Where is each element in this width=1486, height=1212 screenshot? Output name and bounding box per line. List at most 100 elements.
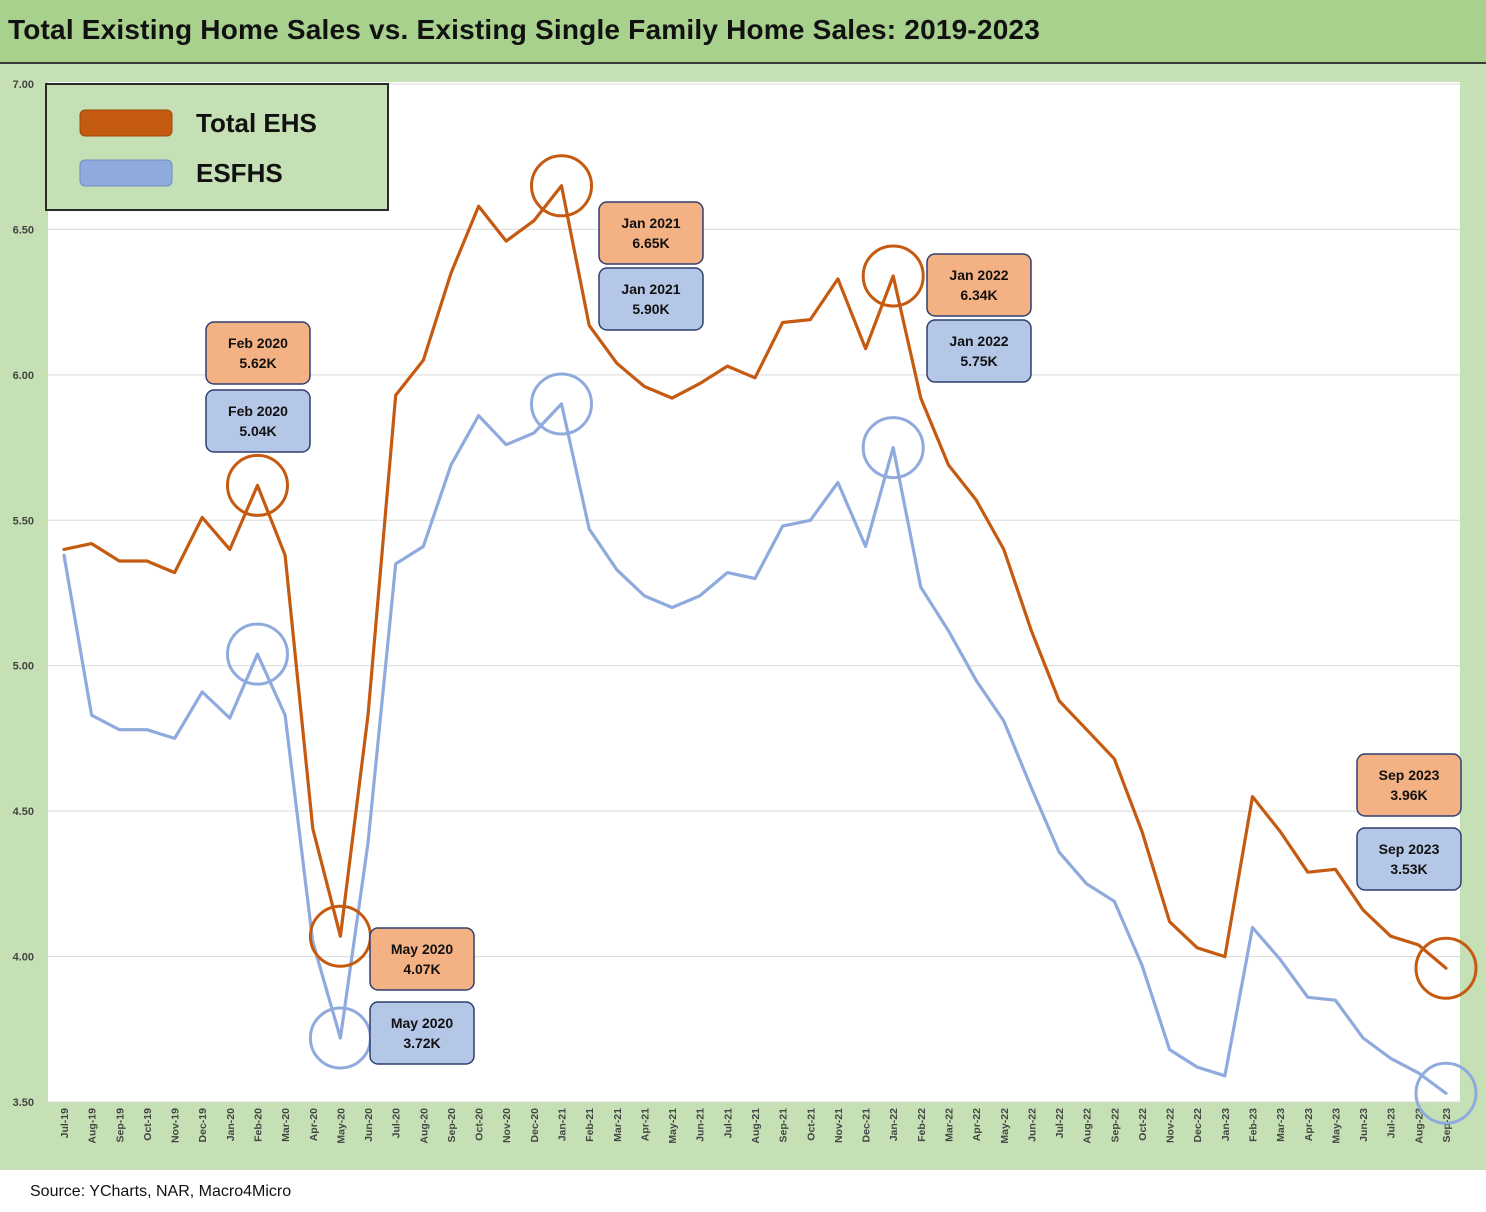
x-tick-label: Jan-23 — [1220, 1108, 1232, 1141]
x-tick-label: Jun-22 — [1026, 1108, 1038, 1142]
x-tick-label: Aug-21 — [750, 1108, 762, 1144]
x-tick-label: May-20 — [335, 1108, 347, 1144]
annotation-box-bg — [205, 321, 311, 385]
x-tick-label: Jan-20 — [225, 1108, 237, 1141]
legend-swatch-total-ehs — [79, 109, 173, 137]
annotation-box-bg — [369, 927, 475, 991]
y-tick-label: 4.50 — [13, 806, 34, 818]
x-tick-label: Dec-21 — [861, 1108, 873, 1143]
annotation-box-total-ehs: Sep 2023 3.96K — [1356, 753, 1462, 817]
x-tick-label: Mar-22 — [943, 1108, 955, 1142]
highlight-circle-total-ehs — [861, 244, 925, 308]
y-tick-label: 3.50 — [13, 1097, 34, 1109]
y-tick-label: 4.00 — [13, 952, 34, 964]
y-tick-label: 5.00 — [13, 661, 34, 673]
x-tick-label: Sep-19 — [114, 1108, 126, 1143]
annotation-value: 3.96K — [1390, 787, 1427, 803]
annotation-value: 5.75K — [960, 353, 997, 369]
highlight-circle-esfhs — [225, 622, 289, 686]
x-tick-label: May-22 — [999, 1108, 1011, 1144]
x-tick-label: Feb-20 — [252, 1108, 264, 1142]
annotation-box-esfhs: Jan 2022 5.75K — [926, 319, 1032, 383]
x-tick-label: Feb-21 — [584, 1108, 596, 1142]
annotation-value: 3.53K — [1390, 861, 1427, 877]
x-tick-label: Mar-23 — [1275, 1108, 1287, 1142]
series-line-total-ehs — [62, 184, 1448, 970]
line-chart: 3.50 4.00 4.50 5.00 5.50 6.00 6.50 7.00 Jul-19 A… — [13, 79, 1478, 1144]
x-tick-label: Jul-22 — [1054, 1108, 1066, 1139]
x-tick-label: Sep-21 — [778, 1108, 790, 1143]
title-bar: Total Existing Home Sales vs. Existing S… — [0, 0, 1486, 64]
x-tick-label: Sep-20 — [446, 1108, 458, 1143]
x-tick-label: Apr-22 — [971, 1108, 983, 1141]
annotation-box-bg — [598, 201, 704, 265]
annotation-box-total-ehs: Jan 2021 6.65K — [598, 201, 704, 265]
x-tick-label: Nov-19 — [170, 1108, 182, 1143]
x-tick-label: Nov-21 — [833, 1108, 845, 1143]
annotation-box-total-ehs: Feb 2020 5.62K — [205, 321, 311, 385]
plot-background — [48, 82, 1460, 1102]
y-tick-label: 6.50 — [13, 224, 34, 236]
x-tick-label: Jul-21 — [722, 1108, 734, 1139]
y-tick-label: 5.50 — [13, 515, 34, 527]
y-tick-label: 6.00 — [13, 370, 34, 382]
legend-box — [45, 83, 389, 211]
x-tick-label: Nov-22 — [1165, 1108, 1177, 1143]
x-tick-label: Aug-22 — [1082, 1108, 1094, 1144]
annotation-date: Jan 2022 — [949, 333, 1008, 349]
annotation-date: Sep 2023 — [1379, 767, 1440, 783]
annotation-box-esfhs: May 2020 3.72K — [369, 1001, 475, 1065]
highlight-circle-total-ehs — [1414, 936, 1478, 1000]
x-tick-label: Aug-20 — [418, 1108, 430, 1144]
annotation-date: May 2020 — [391, 1015, 453, 1031]
x-tick-label: Aug-23 — [1413, 1108, 1425, 1144]
x-tick-label: Feb-23 — [1248, 1108, 1260, 1142]
annotation-date: Jan 2021 — [621, 215, 680, 231]
annotation-value: 6.65K — [632, 235, 669, 251]
highlight-circle-total-ehs — [530, 154, 594, 218]
highlight-circle-esfhs — [861, 416, 925, 480]
x-tick-label: Dec-22 — [1192, 1108, 1204, 1143]
annotation-value: 3.72K — [403, 1035, 440, 1051]
x-tick-label: Jun-21 — [695, 1108, 707, 1142]
annotation-box-bg — [369, 1001, 475, 1065]
legend-swatch-esfhs — [79, 159, 173, 187]
x-tick-label: Sep-22 — [1109, 1108, 1121, 1143]
annotation-value: 5.04K — [239, 423, 276, 439]
x-tick-label: Oct-19 — [142, 1108, 154, 1141]
annotation-date: Sep 2023 — [1379, 841, 1440, 857]
x-tick-label: May-23 — [1330, 1108, 1342, 1144]
x-tick-label: Apr-23 — [1303, 1108, 1315, 1141]
annotation-box-esfhs: Jan 2021 5.90K — [598, 267, 704, 331]
annotation-date: Feb 2020 — [228, 403, 288, 419]
x-tick-label: Jan-22 — [888, 1108, 900, 1141]
x-tick-label: Dec-19 — [197, 1108, 209, 1143]
x-tick-label: Jul-20 — [391, 1108, 403, 1139]
legend-label-esfhs: ESFHS — [196, 158, 283, 188]
annotation-date: Jan 2021 — [621, 281, 680, 297]
highlight-circle-total-ehs — [225, 453, 289, 517]
annotation-box-bg — [598, 267, 704, 331]
annotation-box-total-ehs: May 2020 4.07K — [369, 927, 475, 991]
chart-area: 3.50 4.00 4.50 5.00 5.50 6.00 6.50 7.00 Jul-19 A… — [0, 64, 1486, 1170]
x-tick-label: Apr-21 — [639, 1108, 651, 1141]
legend: Total EHS ESFHS — [45, 83, 389, 211]
annotation-box-bg — [1356, 827, 1462, 891]
annotation-date: Feb 2020 — [228, 335, 288, 351]
x-tick-label: Sep-23 — [1441, 1108, 1453, 1143]
x-tick-label: Aug-19 — [87, 1108, 99, 1144]
source-note: Source: YCharts, NAR, Macro4Micro — [30, 1183, 292, 1200]
x-tick-label: Apr-20 — [308, 1108, 320, 1141]
annotation-box-total-ehs: Jan 2022 6.34K — [926, 253, 1032, 317]
x-tick-label: Mar-20 — [280, 1108, 292, 1142]
annotation-value: 5.90K — [632, 301, 669, 317]
annotation-value: 5.62K — [239, 355, 276, 371]
series-line-esfhs — [62, 402, 1448, 1095]
x-tick-label: Jan-21 — [557, 1108, 569, 1141]
annotation-value: 6.34K — [960, 287, 997, 303]
annotation-date: May 2020 — [391, 941, 453, 957]
annotation-date: Jan 2022 — [949, 267, 1008, 283]
annotation-box-esfhs: Feb 2020 5.04K — [205, 389, 311, 453]
highlight-circle-esfhs — [1414, 1061, 1478, 1125]
annotation-box-bg — [1356, 753, 1462, 817]
